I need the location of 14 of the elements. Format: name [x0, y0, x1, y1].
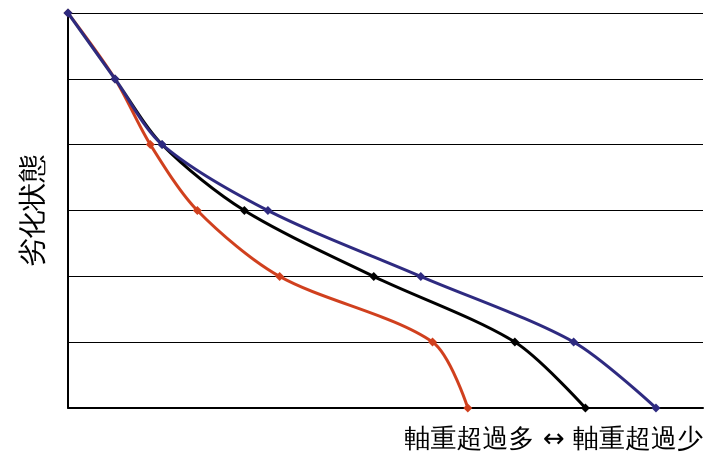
point — [428, 338, 438, 347]
point — [510, 338, 520, 347]
point — [240, 206, 249, 215]
x-axis-title: 軸重超過多 ↔ 軸重超過少 — [404, 424, 703, 454]
point — [369, 272, 378, 281]
point — [463, 404, 472, 412]
point — [146, 140, 155, 150]
point — [651, 404, 660, 412]
point — [416, 272, 426, 281]
point — [275, 272, 284, 281]
point — [263, 206, 272, 215]
point — [569, 338, 578, 347]
y-axis-title: 劣化状態 — [16, 154, 48, 266]
point — [192, 206, 202, 215]
